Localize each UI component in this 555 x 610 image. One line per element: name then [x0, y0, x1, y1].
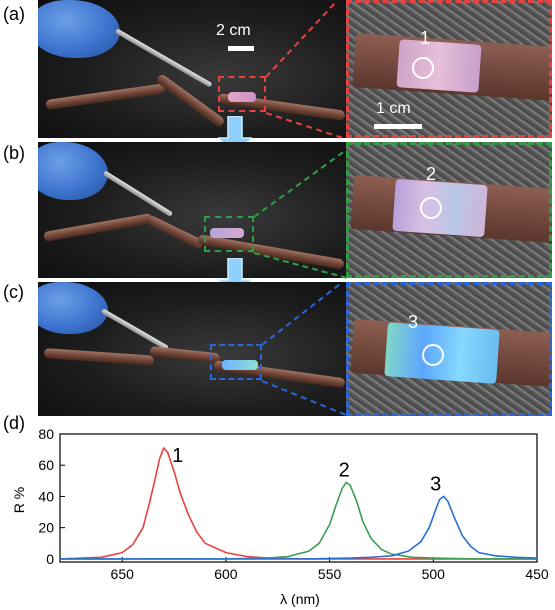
- peak-label-3: 3: [430, 473, 441, 495]
- scale-text-inset: 1 cm: [376, 100, 411, 117]
- glove-b: [38, 142, 108, 200]
- y-tick-label: 40: [38, 488, 54, 504]
- panel-label-c: (c): [3, 282, 24, 302]
- photo-b: [38, 142, 346, 278]
- worm-a-1: [45, 83, 166, 110]
- photo-c: [38, 282, 346, 416]
- y-tick-label: 20: [38, 520, 54, 536]
- film-c: [222, 360, 258, 370]
- series-line-3: [60, 495, 538, 560]
- chart-series: 1 2 3: [59, 445, 538, 560]
- inset-a: 1 1 cm: [346, 0, 552, 138]
- panel-label-d: (d): [3, 413, 25, 433]
- panel-label-a: (a): [3, 4, 25, 24]
- peak-label-2: 2: [339, 459, 350, 481]
- glove-c: [38, 282, 108, 334]
- panel-label-b: (b): [3, 143, 25, 163]
- x-tick-label: 450: [525, 566, 549, 582]
- y-tick-label: 0: [46, 551, 54, 567]
- region-mark-b: [204, 216, 254, 252]
- glove-a: [38, 0, 120, 58]
- film-b: [210, 228, 244, 238]
- region-mark-c: [210, 344, 262, 380]
- reflectance-chart: 650 600 550 500 450 0 20 40 60 80 1 2 3 λ (nm) R %: [11, 426, 549, 607]
- inset-number-2: 2: [426, 164, 437, 184]
- x-tick-label: 600: [214, 566, 238, 582]
- x-tick-label: 550: [318, 566, 342, 582]
- worm-b-1: [43, 212, 154, 242]
- tweezer-b: [102, 170, 174, 218]
- x-axis-label: λ (nm): [280, 591, 320, 607]
- y-axis-label: R %: [11, 487, 27, 513]
- y-tick-label: 80: [38, 426, 54, 442]
- peak-label-1: 1: [172, 445, 183, 467]
- photo-a: 2 cm: [38, 0, 346, 138]
- worm-a-2: [155, 72, 226, 129]
- worm-c-1: [43, 348, 155, 366]
- film-inset-a: [396, 39, 482, 93]
- region-mark-a: [218, 76, 266, 112]
- y-tick-label: 60: [38, 457, 54, 473]
- inset-number-1: 1: [420, 28, 431, 48]
- series-line-1: [59, 447, 537, 560]
- measure-circle-2: [420, 197, 442, 219]
- scale-text-main: 2 cm: [216, 22, 251, 39]
- worm-b-2: [145, 214, 205, 250]
- plot-frame: [59, 433, 538, 563]
- inset-c: 3: [346, 282, 552, 416]
- measure-circle-3: [422, 344, 444, 366]
- chart-axes: 650 600 550 500 450 0 20 40 60 80: [38, 426, 548, 582]
- scale-bar-main: [228, 46, 254, 51]
- scale-bar-inset: [374, 124, 422, 129]
- x-tick-label: 500: [422, 566, 446, 582]
- series-line-2: [60, 481, 537, 560]
- tweezer-c: [100, 308, 170, 351]
- measure-circle-1: [412, 57, 434, 79]
- inset-number-3: 3: [408, 312, 419, 332]
- film-a: [228, 92, 256, 102]
- inset-b: 2: [346, 142, 552, 278]
- x-tick-label: 650: [111, 566, 135, 582]
